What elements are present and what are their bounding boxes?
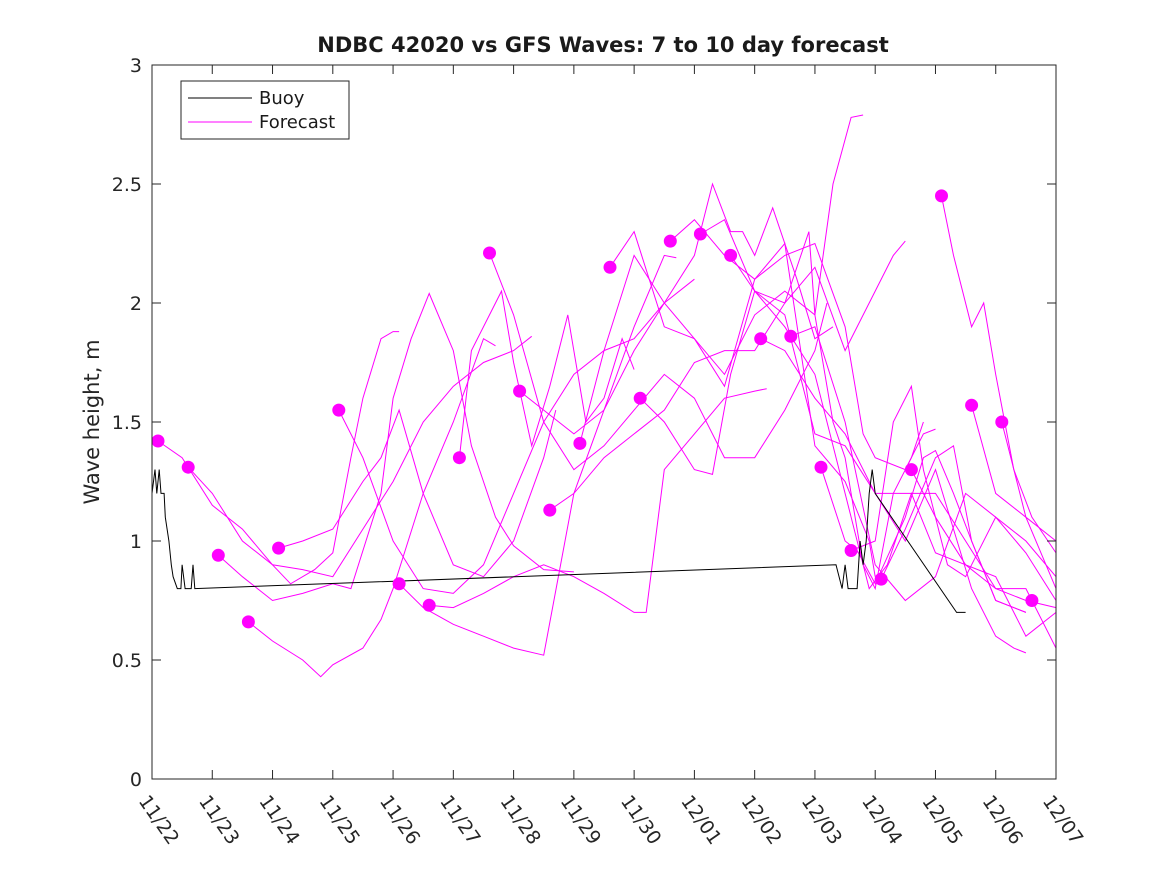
forecast-marker-19 [754, 332, 768, 346]
forecast-marker-11 [513, 384, 527, 398]
forecast-series-line-4 [248, 337, 496, 678]
forecast-series-line-8 [429, 388, 767, 613]
y-tick-label: 2 [130, 293, 142, 315]
y-tick-label: 3 [130, 55, 142, 77]
forecast-marker-22 [844, 544, 858, 557]
forecast-series-line-1 [157, 331, 400, 585]
forecast-marker-13 [573, 436, 587, 450]
y-tick-label: 0 [130, 769, 142, 791]
forecast-series-line-17 [700, 218, 1027, 654]
buoy-series-line [151, 469, 966, 613]
forecast-marker-15 [633, 391, 647, 405]
forecast-marker-26 [965, 398, 979, 412]
forecast-series-line-9 [458, 289, 635, 458]
forecast-series-line-27 [1001, 421, 1057, 589]
forecast-marker-24 [904, 463, 918, 477]
forecast-marker-23 [874, 572, 888, 586]
forecast-marker-25 [935, 189, 948, 203]
forecast-series-line-26 [971, 405, 1057, 542]
forecast-marker-16 [663, 234, 677, 248]
forecast-series-line-20 [790, 326, 1057, 602]
legend: Buoy Forecast [180, 80, 350, 140]
forecast-series-line-5 [278, 408, 557, 578]
forecast-marker-14 [603, 260, 617, 274]
forecast-series-line-12 [549, 240, 906, 511]
forecast-marker-17 [693, 227, 707, 241]
forecast-marker-20 [784, 329, 798, 343]
forecast-marker-10 [483, 246, 496, 260]
forecast-series-line-10 [489, 252, 828, 471]
y-axis-label: Wave height, m [80, 339, 104, 504]
forecast-marker-8 [422, 598, 436, 612]
forecast-series-line-16 [669, 218, 936, 471]
forecast-marker-18 [724, 248, 738, 262]
forecast-marker-21 [814, 460, 828, 474]
forecast-series-line-2 [187, 335, 533, 578]
y-tick-label: 0.5 [112, 650, 142, 672]
forecast-series-line-7 [398, 254, 677, 656]
forecast-series-line-24 [910, 469, 1057, 637]
legend-box [180, 80, 350, 140]
forecast-marker-2 [181, 460, 195, 474]
forecast-series-line-23 [880, 444, 1027, 613]
forecast-series-line-3 [217, 292, 574, 602]
forecast-marker-27 [995, 415, 1009, 429]
forecast-series-line-19 [760, 338, 1057, 649]
legend-buoy-label: Buoy [259, 88, 305, 109]
forecast-marker-7 [392, 577, 406, 591]
forecast-marker-1 [151, 434, 165, 448]
y-tick-label: 1 [130, 531, 142, 553]
forecast-series-line-25 [941, 195, 1057, 554]
forecast-marker-28 [1025, 594, 1039, 607]
plot-area [151, 114, 1057, 678]
forecast-marker-5 [272, 541, 286, 555]
forecast-series-line-6 [338, 278, 695, 594]
y-axis: 0 0.5 1 1.5 2 2.5 3 [112, 55, 1056, 791]
chart-title: NDBC 42020 vs GFS Waves: 7 to 10 day for… [317, 33, 888, 57]
y-tick-label: 2.5 [112, 174, 142, 196]
forecast-marker-6 [332, 403, 346, 417]
y-tick-label: 1.5 [112, 412, 142, 434]
forecast-marker-12 [543, 503, 557, 517]
forecast-marker-9 [452, 451, 466, 465]
forecast-marker-4 [241, 615, 255, 629]
forecast-series-line-15 [639, 231, 924, 591]
forecast-marker-3 [211, 548, 225, 562]
legend-forecast-label: Forecast [259, 112, 335, 133]
